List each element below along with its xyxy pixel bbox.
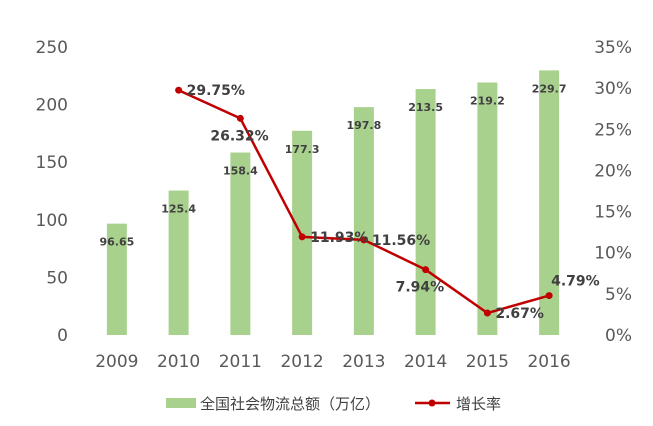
bar bbox=[168, 190, 189, 335]
bar-value-label: 158.4 bbox=[223, 165, 258, 178]
bar bbox=[106, 223, 127, 335]
bar-value-label: 197.8 bbox=[346, 119, 381, 132]
right-tick-label: 5% bbox=[605, 285, 632, 305]
left-tick-label: 50 bbox=[46, 268, 68, 288]
rate-value-label: 26.32% bbox=[210, 128, 268, 144]
line-series bbox=[175, 86, 553, 317]
right-axis-ticks: 0% 5% 10% 15% 20% 25% 30% 35% bbox=[594, 38, 632, 346]
line-point bbox=[298, 233, 306, 241]
bar bbox=[230, 152, 251, 335]
x-tick-label: 2013 bbox=[342, 352, 385, 372]
bar-data-labels: 96.65 125.4 158.4 177.3 197.8 213.5 219.2 229.7 bbox=[99, 82, 566, 248]
bar-value-label: 125.4 bbox=[161, 203, 196, 216]
x-tick-label: 2015 bbox=[466, 352, 509, 372]
right-tick-label: 35% bbox=[594, 38, 632, 58]
line-point bbox=[483, 309, 491, 317]
x-tick-label: 2014 bbox=[404, 352, 447, 372]
line-data-labels: 29.75% 26.32% 11.93% 11.56% 7.94% 2.67% 4.79% bbox=[187, 83, 600, 322]
right-tick-label: 20% bbox=[594, 161, 632, 181]
line-point bbox=[236, 114, 244, 122]
left-tick-label: 250 bbox=[36, 38, 68, 58]
bar-value-label: 96.65 bbox=[99, 236, 134, 249]
bar bbox=[353, 107, 374, 335]
legend-bar-label: 全国社会物流总额（万亿） bbox=[200, 395, 380, 413]
left-tick-label: 200 bbox=[36, 96, 68, 116]
rate-value-label: 11.93% bbox=[310, 230, 368, 246]
left-tick-label: 100 bbox=[36, 211, 68, 231]
x-axis-ticks: 2009 2010 2011 2012 2013 2014 2015 2016 bbox=[95, 352, 571, 372]
legend-bar-swatch bbox=[166, 398, 196, 408]
bar bbox=[415, 89, 436, 335]
legend: 全国社会物流总额（万亿） 增长率 bbox=[166, 395, 501, 413]
rate-value-label: 2.67% bbox=[495, 306, 544, 322]
left-tick-label: 0 bbox=[57, 326, 68, 346]
bar-value-label: 213.5 bbox=[408, 101, 443, 114]
left-axis-ticks: 0 50 100 150 200 250 bbox=[36, 38, 68, 346]
legend-line-marker bbox=[428, 399, 436, 407]
rate-value-label: 4.79% bbox=[551, 274, 600, 290]
line-point bbox=[422, 266, 430, 274]
rate-value-label: 11.56% bbox=[372, 233, 430, 249]
line-point bbox=[175, 86, 183, 94]
right-tick-label: 30% bbox=[594, 79, 632, 99]
right-tick-label: 15% bbox=[594, 203, 632, 223]
right-tick-label: 10% bbox=[594, 244, 632, 264]
x-tick-label: 2016 bbox=[527, 352, 570, 372]
x-tick-label: 2011 bbox=[219, 352, 262, 372]
bar bbox=[539, 70, 560, 336]
bar-value-label: 219.2 bbox=[470, 94, 505, 107]
x-tick-label: 2010 bbox=[157, 352, 200, 372]
legend-line-label: 增长率 bbox=[456, 395, 501, 413]
x-tick-label: 2009 bbox=[95, 352, 138, 372]
bar-value-label: 229.7 bbox=[532, 82, 567, 95]
line-point bbox=[545, 292, 553, 300]
left-tick-label: 150 bbox=[36, 153, 68, 173]
right-tick-label: 25% bbox=[594, 120, 632, 140]
bar bbox=[292, 130, 313, 335]
bar bbox=[477, 82, 498, 335]
x-tick-label: 2012 bbox=[280, 352, 323, 372]
bar-value-label: 177.3 bbox=[285, 143, 320, 156]
line-point bbox=[360, 236, 368, 244]
rate-value-label: 29.75% bbox=[187, 83, 245, 99]
right-tick-label: 0% bbox=[605, 326, 632, 346]
rate-value-label: 7.94% bbox=[396, 280, 445, 296]
